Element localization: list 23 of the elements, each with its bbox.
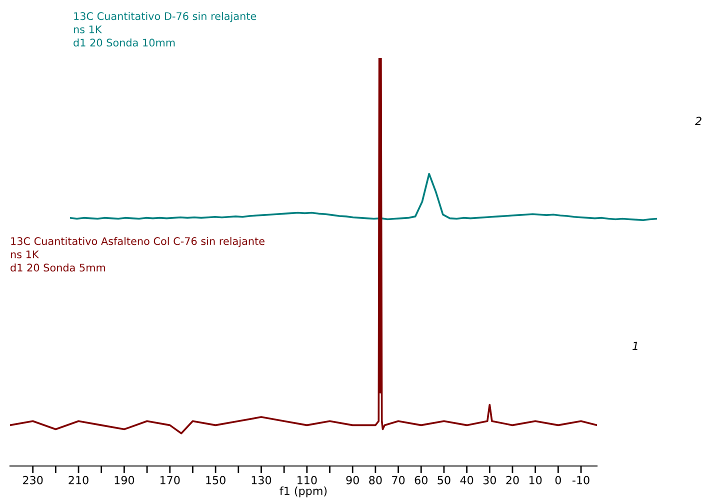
- x-tick-label: 170: [160, 476, 180, 484]
- x-tick-label: 190: [114, 476, 134, 484]
- x-tick-label: 60: [414, 476, 428, 484]
- text: 2: [695, 116, 702, 125]
- x-tick-label: 130: [252, 476, 272, 484]
- text: 13C Cuantitativo D-76 sin relajante ns 1K d1 20 Sonda 10mm: [74, 12, 256, 47]
- x-tick-label: 110: [298, 476, 317, 484]
- x-tick-label: 0: [555, 476, 561, 484]
- x-tick-label: 10: [529, 476, 542, 484]
- x-tick-label: 40: [460, 476, 474, 484]
- x-tick-label: 20: [506, 476, 519, 484]
- text: 13C Cuantitativo Asfalteno Col C-76 sin relajante ns 1K d1 20 Sonda 5mm: [10, 237, 264, 272]
- x-tick-label: 150: [206, 476, 226, 484]
- x-tick-label: 70: [392, 476, 405, 484]
- x-tick-label: -10: [572, 476, 590, 484]
- x-tick-label: 90: [346, 476, 359, 484]
- x-tick-label: 30: [483, 476, 496, 484]
- x-axis-title: f1 (ppm): [280, 486, 327, 498]
- x-tick-label: 50: [438, 476, 450, 484]
- x-tick-label: 230: [23, 476, 43, 484]
- x-tick-label: 80: [369, 476, 382, 484]
- text: 1: [632, 342, 638, 350]
- x-tick-label: 210: [68, 476, 88, 484]
